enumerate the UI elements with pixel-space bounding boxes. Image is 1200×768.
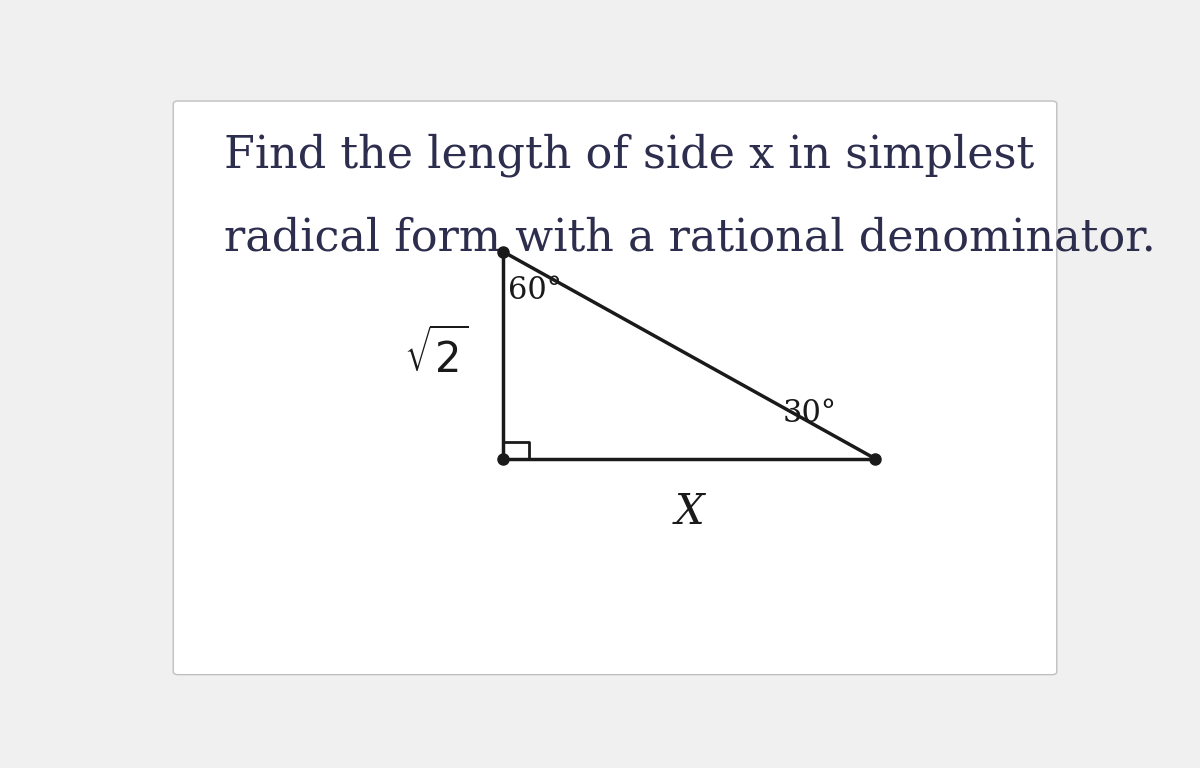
Text: $\sqrt{2}$: $\sqrt{2}$ (404, 329, 468, 382)
Text: radical form with a rational denominator.: radical form with a rational denominator… (224, 217, 1156, 260)
Text: X: X (674, 491, 704, 533)
Text: Find the length of side x in simplest: Find the length of side x in simplest (224, 134, 1034, 177)
Text: 30°: 30° (782, 399, 836, 429)
Text: 60°: 60° (508, 276, 562, 306)
FancyBboxPatch shape (173, 101, 1057, 674)
